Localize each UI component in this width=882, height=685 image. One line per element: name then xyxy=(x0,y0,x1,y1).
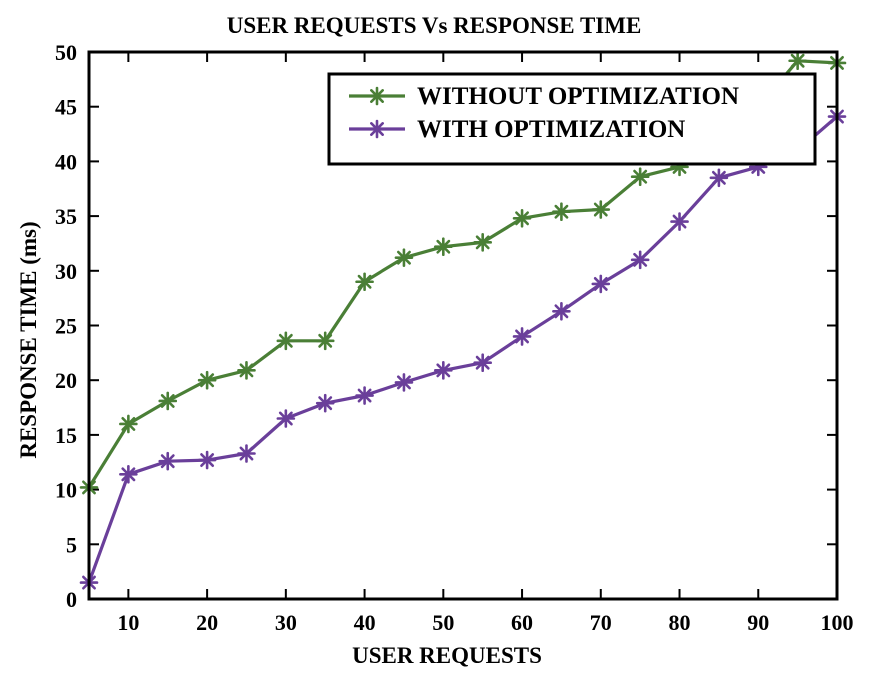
y-tick-label: 5 xyxy=(66,532,77,557)
data-point xyxy=(591,200,611,219)
data-point xyxy=(355,272,374,292)
data-point xyxy=(591,274,611,294)
x-tick-label: 50 xyxy=(432,610,454,635)
data-point xyxy=(552,301,571,321)
data-point xyxy=(552,202,571,222)
y-tick-label: 15 xyxy=(55,423,77,448)
data-point xyxy=(473,353,492,372)
legend-marker-1 xyxy=(367,86,387,106)
data-point xyxy=(276,409,296,428)
legend-marker-2 xyxy=(367,119,387,139)
legend-box xyxy=(327,72,817,166)
data-point xyxy=(670,212,689,231)
y-tick-label: 45 xyxy=(55,95,77,120)
data-point xyxy=(355,386,374,405)
legend-label-1: WITHOUT OPTIMIZATION xyxy=(417,83,739,110)
x-tick-label: 80 xyxy=(669,610,691,635)
legend-label-2: WITH OPTIMIZATION xyxy=(417,116,685,143)
data-point xyxy=(158,451,178,471)
y-tick-label: 10 xyxy=(55,478,77,503)
x-tick-label: 70 xyxy=(590,610,612,635)
data-point xyxy=(473,233,492,252)
data-point xyxy=(315,331,335,351)
y-tick-label: 50 xyxy=(55,40,77,65)
x-tick-label: 10 xyxy=(117,610,139,635)
x-axis-label: USER REQUESTS xyxy=(352,643,542,668)
x-tick-label: 20 xyxy=(196,610,218,635)
data-point xyxy=(237,444,256,463)
legend: WITHOUT OPTIMIZATION WITH OPTIMIZATION xyxy=(327,72,817,166)
data-point xyxy=(119,464,138,484)
data-point xyxy=(512,208,532,228)
data-point xyxy=(630,250,650,270)
data-point xyxy=(119,414,138,434)
y-tick-label: 40 xyxy=(55,149,77,174)
y-tick-label: 0 xyxy=(66,587,77,612)
y-tick-label: 30 xyxy=(55,259,77,284)
data-point xyxy=(788,51,807,71)
data-point xyxy=(276,331,296,351)
data-point xyxy=(709,168,729,188)
plot-area-frame xyxy=(87,50,839,601)
data-point xyxy=(197,450,217,470)
y-tick-label: 35 xyxy=(55,204,77,229)
x-tick-label: 40 xyxy=(354,610,376,635)
data-point xyxy=(434,361,453,380)
series-line-2 xyxy=(87,115,839,584)
x-tick-label: 30 xyxy=(275,610,297,635)
x-tick-label: 100 xyxy=(821,610,854,635)
data-point xyxy=(315,393,335,413)
y-axis-label: RESPONSE TIME (ms) xyxy=(16,221,41,458)
chart-title: USER REQUESTS Vs RESPONSE TIME xyxy=(227,13,642,38)
y-tick-label: 20 xyxy=(55,368,77,393)
data-point xyxy=(197,370,217,390)
data-point xyxy=(434,237,453,257)
data-point xyxy=(394,373,414,392)
data-point xyxy=(237,361,256,380)
x-tick-label: 60 xyxy=(511,610,533,635)
axis-ticks: 10 20 30 40 50 60 70 80 90 100 0 5 10 15 20 25 30 35 40 45 5… xyxy=(55,40,854,635)
y-tick-label: 25 xyxy=(55,314,77,339)
data-point xyxy=(512,327,532,346)
data-point xyxy=(394,248,414,267)
data-point xyxy=(630,167,650,187)
x-tick-label: 90 xyxy=(747,610,769,635)
data-point xyxy=(158,391,178,411)
